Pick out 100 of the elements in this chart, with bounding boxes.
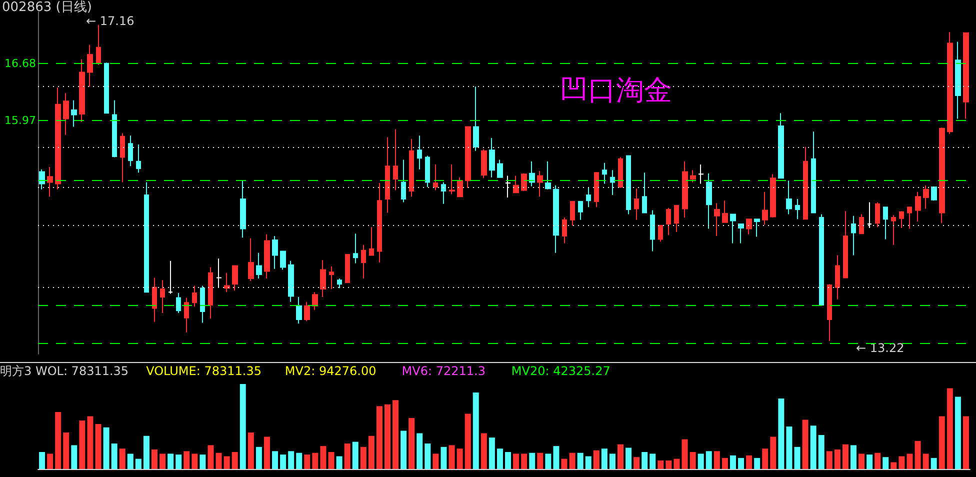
bar	[160, 454, 166, 469]
bar	[738, 458, 744, 469]
candlestick	[489, 138, 495, 178]
candlestick	[521, 172, 527, 192]
bar	[87, 416, 94, 469]
bar	[762, 448, 768, 469]
bar	[770, 436, 776, 469]
bar	[288, 451, 294, 469]
candlestick	[465, 126, 471, 188]
candlestick	[835, 254, 840, 300]
candlestick	[674, 204, 679, 232]
candlestick	[786, 180, 792, 215]
bar	[650, 454, 656, 469]
candlestick	[570, 200, 575, 226]
bar	[690, 452, 696, 469]
bar	[890, 462, 897, 469]
bar	[642, 452, 648, 469]
bar	[336, 456, 342, 469]
candlestick	[280, 250, 286, 270]
bar	[111, 444, 118, 469]
bar	[794, 446, 800, 469]
bar	[569, 452, 576, 469]
candlestick	[939, 127, 945, 224]
bar	[922, 454, 929, 469]
bar	[135, 458, 142, 469]
bar	[930, 458, 937, 469]
candlestick	[947, 32, 953, 135]
bar	[874, 452, 881, 469]
chart-title: 002863 (日线)	[2, 0, 92, 15]
candlestick	[39, 168, 45, 190]
bar	[248, 432, 254, 469]
candlestick	[642, 172, 647, 214]
bar	[168, 454, 174, 469]
candlestick	[650, 210, 655, 252]
bar	[810, 426, 816, 469]
bar	[328, 452, 334, 469]
bar	[119, 448, 126, 469]
bar	[464, 414, 471, 469]
bar	[682, 439, 688, 469]
candlestick	[586, 186, 591, 208]
candlestick	[811, 131, 816, 214]
bar	[906, 454, 913, 469]
candlestick	[819, 214, 824, 306]
candlestick	[377, 182, 382, 263]
bar	[264, 436, 270, 469]
bar	[424, 444, 431, 469]
candlestick	[248, 238, 254, 282]
candlestick	[730, 214, 736, 244]
candlestick	[746, 218, 752, 235]
bar	[537, 452, 544, 469]
bar	[320, 446, 326, 469]
candlestick	[55, 86, 61, 190]
candlestick	[71, 100, 77, 128]
bar	[143, 436, 150, 469]
bar	[545, 454, 552, 469]
text: 明方3 WOL: 78311.35	[0, 364, 129, 378]
candlestick	[256, 252, 262, 280]
bar	[408, 418, 415, 469]
bar	[352, 442, 358, 469]
bar	[384, 404, 390, 469]
candlestick	[682, 160, 688, 218]
bar	[746, 455, 752, 469]
candlestick	[152, 277, 157, 322]
candlestick	[320, 260, 326, 298]
bar	[778, 398, 784, 469]
candlestick	[232, 265, 238, 292]
bar	[456, 448, 463, 469]
bar	[488, 438, 495, 469]
candlestick	[240, 180, 246, 238]
candlestick	[272, 235, 278, 270]
bar	[472, 392, 479, 469]
candlestick	[96, 24, 101, 66]
candlestick	[433, 164, 438, 191]
candlestick	[353, 233, 358, 264]
candlestick	[136, 144, 141, 174]
candlestick	[610, 170, 615, 196]
candlestick	[891, 214, 896, 246]
candlestick	[425, 155, 430, 188]
bar	[866, 454, 873, 469]
candlestick	[915, 191, 921, 222]
bar	[842, 444, 848, 469]
text: MV20: 42325.27	[511, 364, 610, 378]
candlestick	[803, 146, 808, 220]
bar	[280, 454, 286, 469]
candlestick	[409, 138, 414, 198]
bar	[618, 444, 624, 469]
bar	[954, 396, 961, 469]
candlestick	[79, 58, 85, 122]
bar	[938, 416, 945, 469]
bar	[626, 448, 632, 469]
candlestick	[87, 44, 93, 88]
candlestick	[393, 128, 398, 191]
bar	[272, 451, 278, 469]
candlestick	[104, 62, 109, 114]
bar	[392, 400, 399, 469]
candlestick	[208, 266, 213, 320]
candlestick	[795, 198, 800, 220]
bar	[585, 456, 592, 469]
bar	[634, 457, 640, 469]
bar	[63, 432, 70, 469]
